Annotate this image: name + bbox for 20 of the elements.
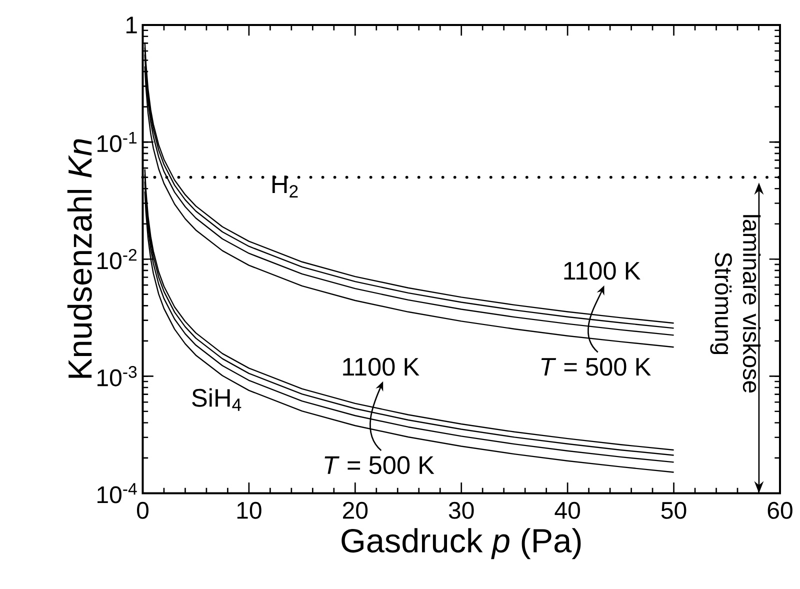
x-tick-label: 10 bbox=[237, 502, 262, 519]
y-tick-label: 10$^{-4}$ bbox=[98, 483, 137, 504]
y-tick-label: 10$^{-1}$ bbox=[98, 132, 137, 152]
annotation: 1100 K bbox=[564, 262, 640, 280]
x-tick-label: 0 bbox=[136, 502, 148, 519]
x-tick-label: 50 bbox=[661, 502, 686, 519]
x-tick-label: 20 bbox=[343, 502, 368, 519]
y-tick-label: 10$^{-2}$ bbox=[98, 248, 136, 270]
x-axis-title: Gasdruck p (Pa) bbox=[342, 528, 581, 560]
annotation: T = 500 K bbox=[324, 456, 434, 474]
x-tick-label: 30 bbox=[448, 502, 474, 519]
x-tick-label: 40 bbox=[554, 502, 580, 519]
annotation: 1100 K bbox=[343, 358, 420, 376]
x-tick-label: 60 bbox=[768, 502, 792, 519]
annotation: T = 500 K bbox=[541, 358, 651, 376]
y-tick-label: 10$^{-3}$ bbox=[98, 366, 137, 386]
y-tick-label: 1 bbox=[126, 16, 137, 34]
annotation: laminare viskose Strömung bbox=[710, 215, 761, 392]
y-axis-title: Knudsenzahl Kn bbox=[67, 139, 92, 378]
annotation: SiH$_{4}$ bbox=[192, 388, 242, 411]
